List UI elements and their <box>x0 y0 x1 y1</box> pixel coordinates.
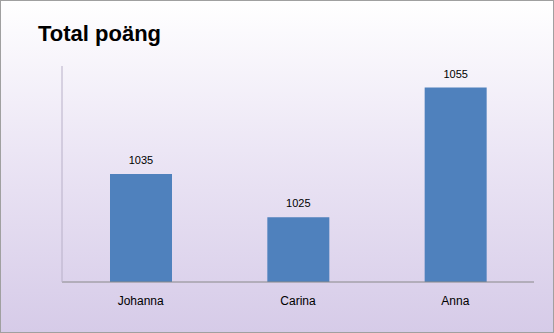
svg-text:1025: 1025 <box>286 197 310 209</box>
svg-text:Johanna: Johanna <box>118 294 164 308</box>
svg-text:1055: 1055 <box>443 68 467 80</box>
html-text:Total poäng: Total poäng <box>38 21 161 46</box>
svg-text:Carina: Carina <box>280 294 316 308</box>
svg-text:Anna: Anna <box>441 294 469 308</box>
svg-text:1035: 1035 <box>129 154 153 166</box>
